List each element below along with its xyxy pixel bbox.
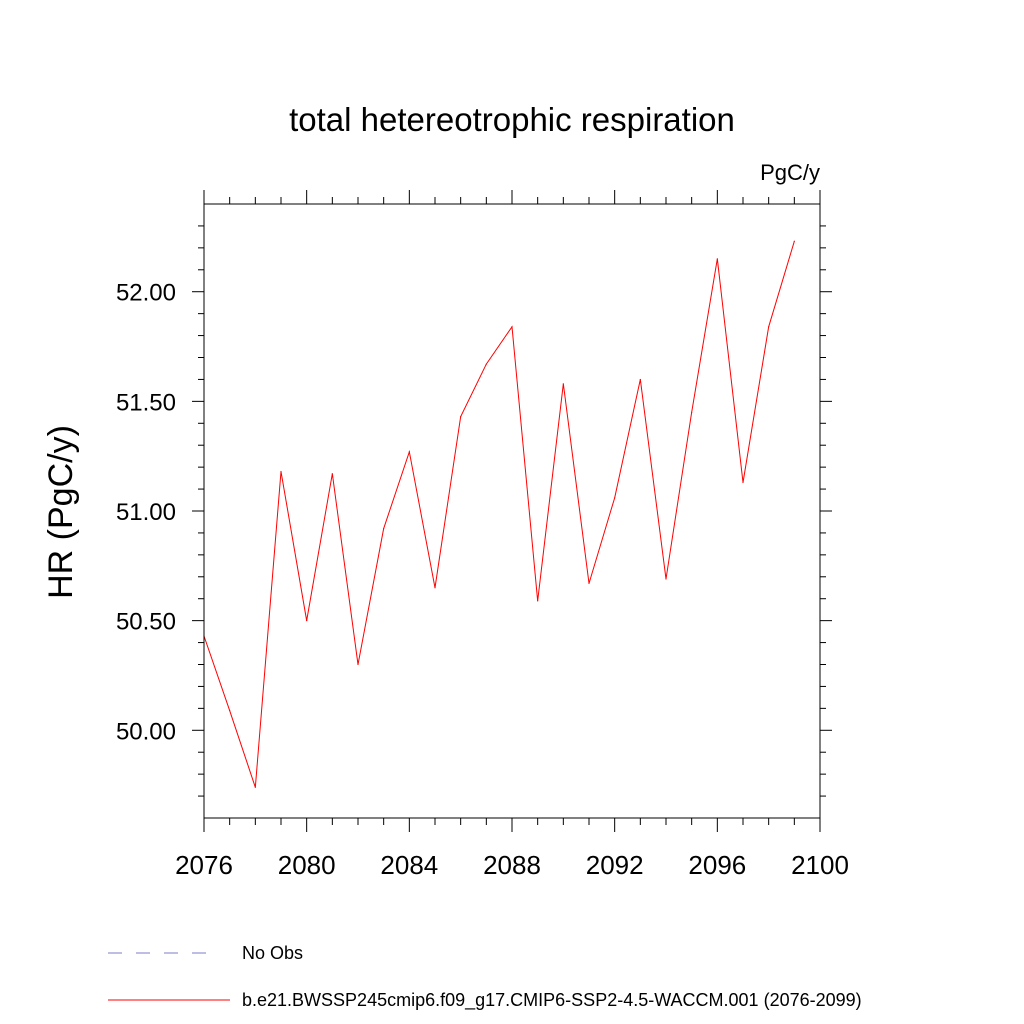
data-point: [485, 363, 487, 365]
data-point: [716, 258, 718, 260]
axis-ticks: [192, 190, 832, 832]
data-point: [331, 473, 333, 475]
data-point: [460, 416, 462, 418]
y-axis-label: HR (PgC/y): [42, 425, 80, 599]
data-point: [280, 470, 282, 473]
y-tick-label: 50.50: [116, 609, 176, 636]
y-tick-label: 50.00: [116, 718, 176, 745]
data-point: [408, 451, 410, 453]
data-point: [614, 497, 616, 499]
x-tick-label: 2088: [483, 850, 541, 880]
data-point: [383, 527, 385, 530]
y-tick-label: 51.50: [116, 389, 176, 416]
data-point: [768, 326, 770, 328]
x-tick-labels: 2076 2080 2084 2088 2092 2096 2100: [175, 850, 849, 880]
y-tick-label: 51.00: [116, 499, 176, 526]
x-tick-label: 2096: [688, 850, 746, 880]
x-tick-label: 2092: [586, 850, 644, 880]
data-point: [562, 383, 564, 385]
x-tick-label: 2080: [278, 850, 336, 880]
x-tick-label: 2076: [175, 850, 233, 880]
data-point: [537, 600, 539, 602]
chart-title: total hetereotrophic respiration: [289, 101, 735, 138]
units-label: PgC/y: [760, 160, 820, 185]
series-line: [203, 241, 795, 788]
legend-label-model: b.e21.BWSSP245cmip6.f09_g17.CMIP6-SSP2-4…: [242, 990, 862, 1011]
data-point: [254, 786, 256, 788]
data-point: [588, 582, 590, 584]
data-point: [665, 578, 667, 580]
data-points: [203, 240, 795, 788]
y-tick-label: 52.00: [116, 280, 176, 307]
x-tick-label: 2100: [791, 850, 849, 880]
legend-label-no-obs: No Obs: [242, 943, 303, 963]
data-point: [434, 587, 436, 589]
x-tick-label: 2084: [380, 850, 438, 880]
plot-frame: [203, 203, 821, 819]
data-point: [793, 240, 795, 242]
data-point: [306, 620, 308, 622]
data-point: [639, 378, 641, 381]
data-point: [511, 326, 513, 328]
legend: No Obs b.e21.BWSSP245cmip6.f09_g17.CMIP6…: [108, 943, 862, 1011]
data-point: [229, 709, 231, 712]
data-point: [742, 481, 744, 484]
y-tick-labels: 50.00 50.50 51.00 51.50 52.00: [116, 280, 176, 746]
data-point: [357, 663, 359, 666]
data-point: [691, 411, 693, 413]
